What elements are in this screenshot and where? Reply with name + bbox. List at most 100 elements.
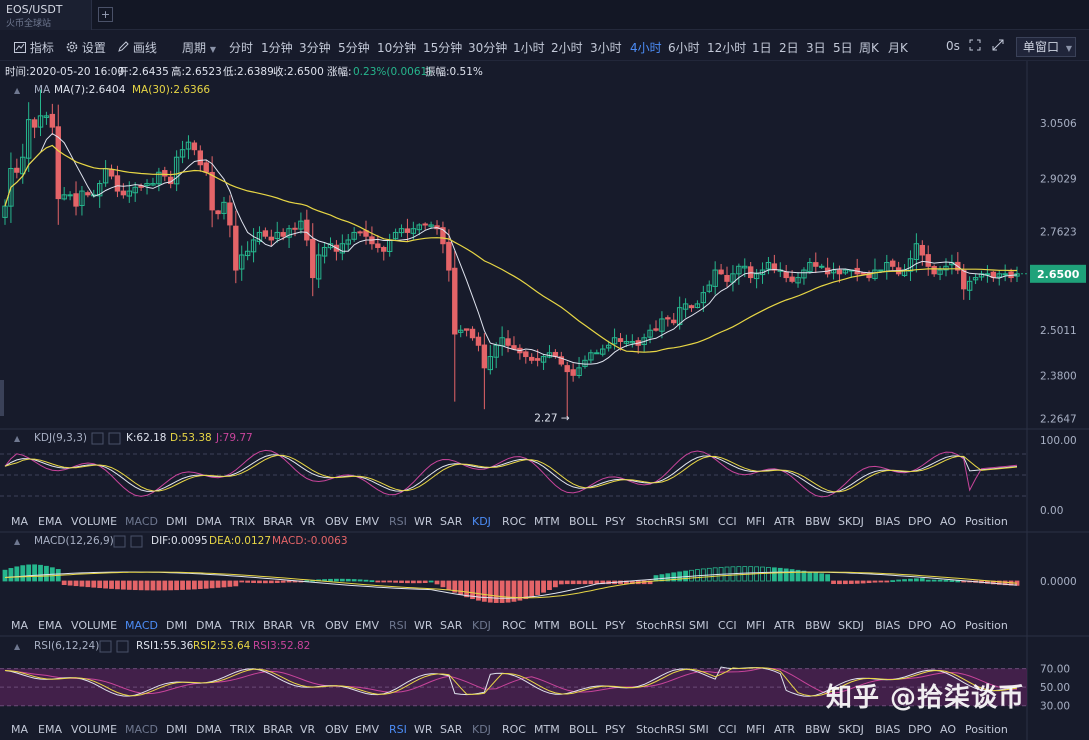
indicator-tab-ATR[interactable]: ATR <box>774 619 795 632</box>
indicator-tab-TRIX[interactable]: TRIX <box>229 619 256 632</box>
indicator-tab-VOLUME[interactable]: VOLUME <box>71 723 117 736</box>
interval-1小时[interactable]: 1小时 <box>513 41 545 55</box>
indicator-tab-DMI[interactable]: DMI <box>166 619 187 632</box>
indicator-tab-EMA[interactable]: EMA <box>38 515 62 528</box>
indicator-tab-ROC[interactable]: ROC <box>502 515 526 528</box>
interval-1分钟[interactable]: 1分钟 <box>261 41 293 55</box>
indicator-tab-VR[interactable]: VR <box>300 619 316 632</box>
indicator-tab-BOLL[interactable]: BOLL <box>569 619 598 632</box>
interval-5日[interactable]: 5日 <box>833 41 853 55</box>
indicator-tab-SMI[interactable]: SMI <box>689 515 709 528</box>
interval-30分钟[interactable]: 30分钟 <box>468 41 508 55</box>
indicator-tab-AO[interactable]: AO <box>940 723 956 736</box>
indicator-tab-MFI[interactable]: MFI <box>746 619 765 632</box>
pane-settings-icon[interactable] <box>113 535 126 548</box>
interval-10分钟[interactable]: 10分钟 <box>377 41 417 55</box>
interval-5分钟[interactable]: 5分钟 <box>338 41 370 55</box>
indicator-tab-KDJ[interactable]: KDJ <box>472 619 491 632</box>
indicator-tab-BBW[interactable]: BBW <box>805 619 831 632</box>
indicator-tab-DMA[interactable]: DMA <box>196 515 222 528</box>
indicator-tab-TRIX[interactable]: TRIX <box>229 515 256 528</box>
indicator-tab-ATR[interactable]: ATR <box>774 515 795 528</box>
indicator-tab-OBV[interactable]: OBV <box>325 515 349 528</box>
indicator-tab-EMV[interactable]: EMV <box>355 619 379 632</box>
indicator-tab-MTM[interactable]: MTM <box>534 619 560 632</box>
pane-close-icon[interactable] <box>116 640 129 653</box>
interval-月K[interactable]: 月K <box>888 41 908 55</box>
indicator-tab-ATR[interactable]: ATR <box>774 723 795 736</box>
expand-icon[interactable] <box>992 39 1004 54</box>
indicator-tab-SKDJ[interactable]: SKDJ <box>838 619 864 632</box>
interval-12小时[interactable]: 12小时 <box>707 41 747 55</box>
indicator-tab-BOLL[interactable]: BOLL <box>569 515 598 528</box>
indicator-tab-MTM[interactable]: MTM <box>534 515 560 528</box>
indicator-tab-AO[interactable]: AO <box>940 515 956 528</box>
indicator-tab-RSI[interactable]: RSI <box>389 619 407 632</box>
indicator-tab-SMI[interactable]: SMI <box>689 723 709 736</box>
pane-close-icon[interactable] <box>130 535 143 548</box>
indicator-tab-SAR[interactable]: SAR <box>440 723 463 736</box>
indicator-tab-Position[interactable]: Position <box>965 619 1008 632</box>
indicator-tab-KDJ[interactable]: KDJ <box>472 515 491 528</box>
indicator-tab-SMI[interactable]: SMI <box>689 619 709 632</box>
indicator-tab-DMI[interactable]: DMI <box>166 515 187 528</box>
indicator-tab-WR[interactable]: WR <box>414 619 433 632</box>
indicator-tab-BIAS[interactable]: BIAS <box>875 723 900 736</box>
pane-settings-icon[interactable] <box>91 432 104 445</box>
indicator-tab-PSY[interactable]: PSY <box>605 619 626 632</box>
indicator-tab-ROC[interactable]: ROC <box>502 619 526 632</box>
fullscreen-icon[interactable] <box>969 39 981 54</box>
indicator-tab-BBW[interactable]: BBW <box>805 515 831 528</box>
period-dropdown[interactable]: 周期 ▼ <box>182 39 216 56</box>
indicator-button[interactable]: 指标 <box>14 39 54 56</box>
indicator-tab-Position[interactable]: Position <box>965 515 1008 528</box>
window-mode-select[interactable]: 单窗口 ▼ <box>1016 37 1076 57</box>
indicator-tab-DMI[interactable]: DMI <box>166 723 187 736</box>
indicator-tab-DMA[interactable]: DMA <box>196 723 222 736</box>
indicator-tab-KDJ[interactable]: KDJ <box>472 723 491 736</box>
interval-15分钟[interactable]: 15分钟 <box>423 41 463 55</box>
interval-6小时[interactable]: 6小时 <box>668 41 700 55</box>
indicator-tab-BOLL[interactable]: BOLL <box>569 723 598 736</box>
indicator-tab-DPO[interactable]: DPO <box>908 619 932 632</box>
indicator-tab-EMA[interactable]: EMA <box>38 619 62 632</box>
indicator-tab-DPO[interactable]: DPO <box>908 723 932 736</box>
indicator-tab-TRIX[interactable]: TRIX <box>229 723 256 736</box>
indicator-tab-MACD[interactable]: MACD <box>125 619 158 632</box>
indicator-tab-CCI[interactable]: CCI <box>718 619 737 632</box>
indicator-tab-EMV[interactable]: EMV <box>355 723 379 736</box>
indicator-tab-PSY[interactable]: PSY <box>605 723 626 736</box>
interval-周K[interactable]: 周K <box>859 41 879 55</box>
indicator-tab-OBV[interactable]: OBV <box>325 723 349 736</box>
indicator-tab-MACD[interactable]: MACD <box>125 515 158 528</box>
indicator-tab-EMV[interactable]: EMV <box>355 515 379 528</box>
indicator-tab-VR[interactable]: VR <box>300 723 316 736</box>
indicator-tab-WR[interactable]: WR <box>414 515 433 528</box>
indicator-tab-Position[interactable]: Position <box>965 723 1008 736</box>
pane-settings-icon[interactable] <box>99 640 112 653</box>
interval-1日[interactable]: 1日 <box>752 41 772 55</box>
interval-4小时[interactable]: 4小时 <box>630 41 662 55</box>
indicator-tab-MA[interactable]: MA <box>11 515 28 528</box>
indicator-tab-BIAS[interactable]: BIAS <box>875 619 900 632</box>
indicator-tab-MA[interactable]: MA <box>11 619 28 632</box>
indicator-tab-WR[interactable]: WR <box>414 723 433 736</box>
indicator-tab-MTM[interactable]: MTM <box>534 723 560 736</box>
indicator-tab-RSI[interactable]: RSI <box>389 515 407 528</box>
indicator-tab-MACD[interactable]: MACD <box>125 723 158 736</box>
indicator-tab-MFI[interactable]: MFI <box>746 515 765 528</box>
indicator-tab-BRAR[interactable]: BRAR <box>263 723 293 736</box>
indicator-tab-CCI[interactable]: CCI <box>718 515 737 528</box>
left-drag-handle[interactable] <box>0 380 4 416</box>
interval-2日[interactable]: 2日 <box>779 41 799 55</box>
indicator-tab-VOLUME[interactable]: VOLUME <box>71 515 117 528</box>
interval-3日[interactable]: 3日 <box>806 41 826 55</box>
interval-分时[interactable]: 分时 <box>229 41 254 55</box>
indicator-tab-EMA[interactable]: EMA <box>38 723 62 736</box>
indicator-tab-ROC[interactable]: ROC <box>502 723 526 736</box>
indicator-tab-DPO[interactable]: DPO <box>908 515 932 528</box>
indicator-tab-BIAS[interactable]: BIAS <box>875 515 900 528</box>
indicator-tab-BBW[interactable]: BBW <box>805 723 831 736</box>
indicator-tab-OBV[interactable]: OBV <box>325 619 349 632</box>
indicator-tab-StochRSI[interactable]: StochRSI <box>636 515 685 528</box>
